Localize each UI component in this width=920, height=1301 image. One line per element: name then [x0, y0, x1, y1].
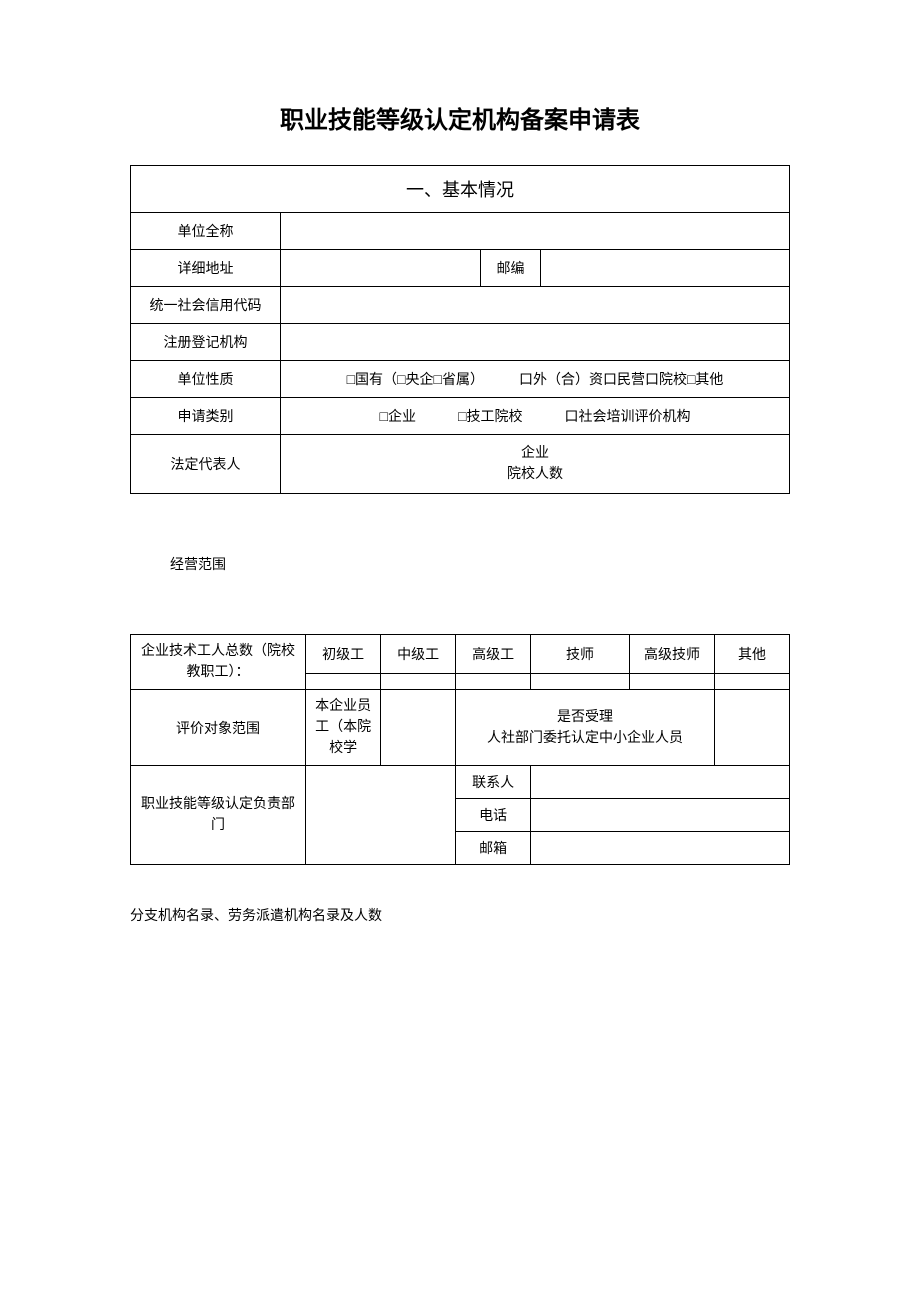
label-tech-workers: 企业技术工人总数（院校教职工）： [131, 635, 306, 690]
business-scope-label: 经营范围 [130, 494, 790, 634]
val-intermediate [381, 674, 456, 690]
authorized-line1: 是否受理 [460, 707, 710, 728]
col-junior: 初级工 [306, 635, 381, 674]
col-intermediate: 中级工 [381, 635, 456, 674]
label-phone: 电话 [456, 799, 531, 832]
branch-info-label: 分支机构名录、劳务派遣机构名录及人数 [130, 865, 790, 965]
label-reg-org: 注册登记机构 [131, 324, 281, 361]
val-phone [531, 799, 790, 832]
val-contact [531, 766, 790, 799]
value-address [281, 250, 481, 287]
value-postcode [541, 250, 790, 287]
legal-rep-content: 企业 院校人数 [281, 435, 790, 494]
basic-info-table: 一、基本情况 单位全称 详细地址 邮编 统一社会信用代码 注册登记机构 单位性质… [130, 165, 790, 494]
label-unit-nature: 单位性质 [131, 361, 281, 398]
label-credit-code: 统一社会信用代码 [131, 287, 281, 324]
label-authorized: 是否受理 人社部门委托认定中小企业人员 [456, 690, 715, 766]
col-senior-tech: 高级技师 [630, 635, 715, 674]
enterprise-label: 企业 [287, 443, 783, 464]
label-email: 邮箱 [456, 832, 531, 865]
tech-workers-table: 企业技术工人总数（院校教职工）： 初级工 中级工 高级工 技师 高级技师 其他 … [130, 634, 790, 865]
col-other: 其他 [715, 635, 790, 674]
col-senior: 高级工 [456, 635, 531, 674]
val-senior-tech [630, 674, 715, 690]
school-count-label: 院校人数 [287, 464, 783, 485]
apply-type-options: □企业 □技工院校 口社会培训评价机构 [281, 398, 790, 435]
unit-nature-options: □国有（□央企□省属） 口外（合）资口民营口院校□其他 [281, 361, 790, 398]
value-unit-name [281, 213, 790, 250]
label-address: 详细地址 [131, 250, 281, 287]
val-email [531, 832, 790, 865]
label-eval-scope: 评价对象范围 [131, 690, 306, 766]
tech-workers-text: 企业技术工人总数（院校教职工）： [135, 641, 301, 683]
label-employees: 本企业员工（本院校学 [306, 690, 381, 766]
val-dept [306, 766, 456, 865]
label-postcode: 邮编 [481, 250, 541, 287]
val-employees [381, 690, 456, 766]
label-legal-rep: 法定代表人 [131, 435, 281, 494]
authorized-line2: 人社部门委托认定中小企业人员 [460, 728, 710, 749]
label-unit-name: 单位全称 [131, 213, 281, 250]
val-junior [306, 674, 381, 690]
section-header: 一、基本情况 [131, 166, 790, 213]
label-apply-type: 申请类别 [131, 398, 281, 435]
value-reg-org [281, 324, 790, 361]
val-technician [531, 674, 630, 690]
val-other [715, 674, 790, 690]
val-senior [456, 674, 531, 690]
value-credit-code [281, 287, 790, 324]
label-dept: 职业技能等级认定负责部门 [131, 766, 306, 865]
val-authorized [715, 690, 790, 766]
label-contact: 联系人 [456, 766, 531, 799]
col-technician: 技师 [531, 635, 630, 674]
document-title: 职业技能等级认定机构备案申请表 [130, 100, 790, 135]
